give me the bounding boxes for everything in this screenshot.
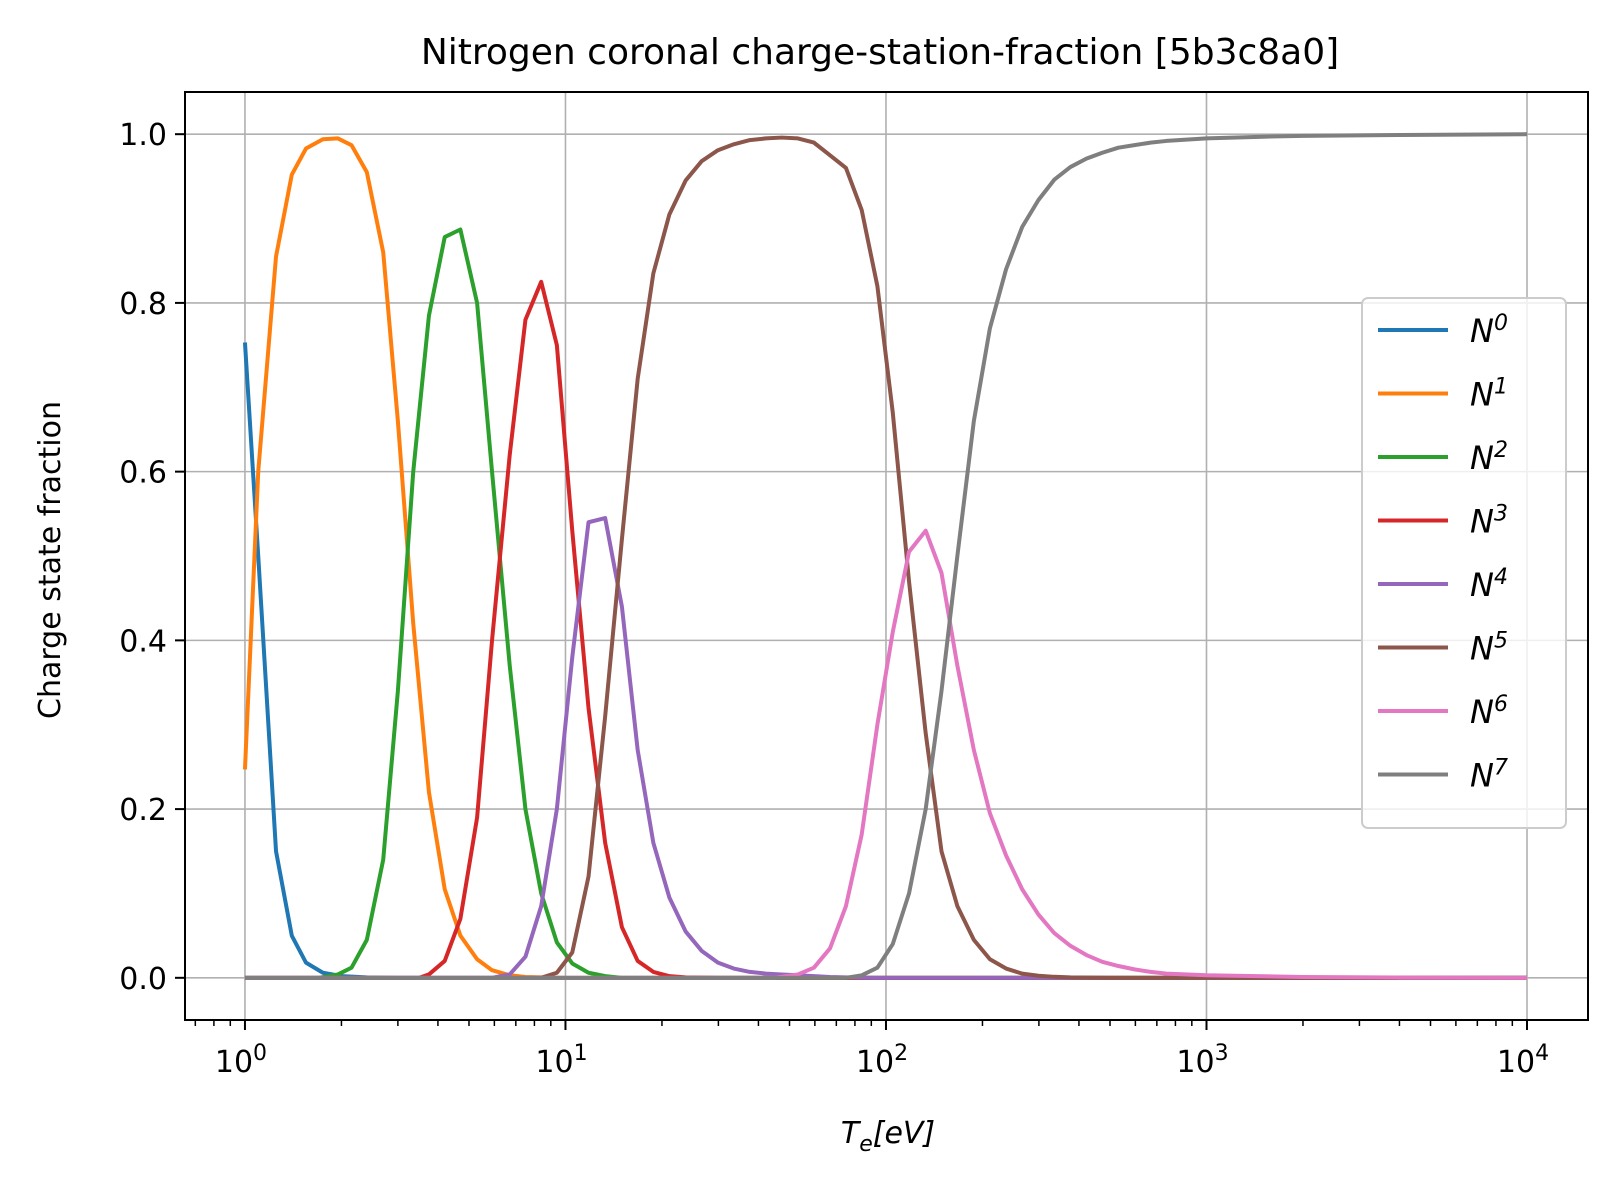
y-tick-label: 1.0 xyxy=(119,118,167,153)
y-tick-label: 0.4 xyxy=(119,624,167,659)
legend-label-4: N4 xyxy=(1470,565,1508,604)
y-tick-label: 0.0 xyxy=(119,962,167,997)
legend-label-2: N2 xyxy=(1470,438,1508,477)
y-tick-label: 0.2 xyxy=(119,793,167,828)
x-tick-label: 104 xyxy=(1497,1041,1549,1080)
legend-label-6: N6 xyxy=(1470,692,1508,731)
y-tick-label: 0.8 xyxy=(119,287,167,322)
x-tick-label: 100 xyxy=(215,1041,267,1080)
series-line-5 xyxy=(244,135,1527,980)
legend-label-7: N7 xyxy=(1470,756,1508,795)
x-tick-label: 101 xyxy=(535,1041,587,1080)
legend-label-3: N3 xyxy=(1470,502,1508,541)
x-tick-label: 103 xyxy=(1176,1041,1228,1080)
legend-label-1: N1 xyxy=(1470,375,1508,414)
series-line-2 xyxy=(244,227,1527,980)
chart-title: Nitrogen coronal charge-station-fraction… xyxy=(421,32,1339,73)
y-tick-label: 0.6 xyxy=(119,456,167,491)
legend-box xyxy=(1361,297,1567,829)
y-axis-label: Charge state fraction xyxy=(33,401,68,719)
x-tick-label: 102 xyxy=(856,1041,908,1080)
series-line-7 xyxy=(244,132,1528,980)
legend-label-5: N5 xyxy=(1470,629,1508,668)
x-axis-label: Te[eV] xyxy=(841,1116,935,1157)
legend: N0 N1 N2 N3 N4 N5 N6 N7 xyxy=(1361,297,1567,829)
series-line-6 xyxy=(244,528,1528,980)
axis-layer: 100 101 102 103 104 0.0 0.2 0.4 0.6 0.8 1.0 xyxy=(119,118,1549,1080)
series-layer xyxy=(242,132,1528,980)
legend-label-0: N0 xyxy=(1470,311,1508,350)
